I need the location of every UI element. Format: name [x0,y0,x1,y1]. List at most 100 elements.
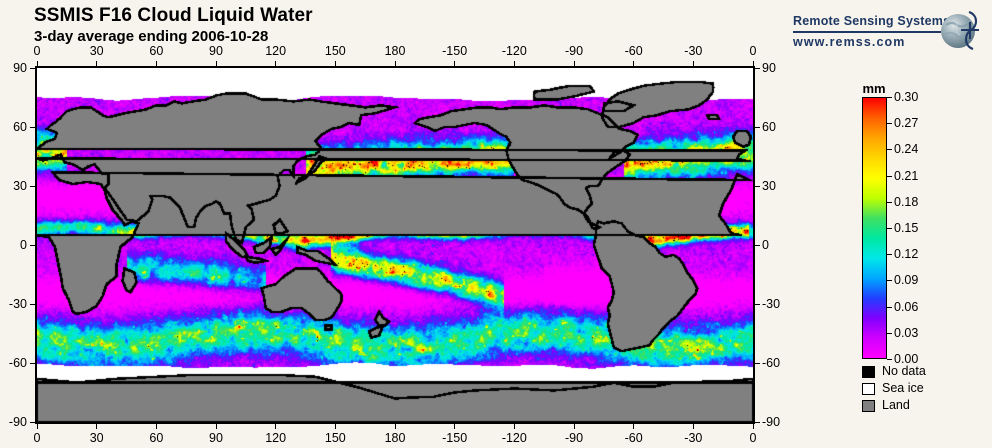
colorbar-tick-label: 0.15 [894,221,919,235]
lon-tick [752,61,754,66]
lon-tick [454,61,456,66]
lon-tick [334,61,336,66]
lat-tick [755,362,760,364]
logo-divider [793,31,941,33]
lon-tick [633,424,635,429]
lon-label-bottom: -60 [624,431,643,445]
legend-swatch [862,366,875,378]
lon-tick [334,424,336,429]
cloud-liquid-water-raster [37,68,753,422]
lat-label-left: 0 [20,238,27,252]
lon-label-top: 90 [209,44,223,58]
lon-label-bottom: 30 [89,431,104,445]
colorbar-tick-label: 0.18 [894,194,919,209]
lat-label-right: -60 [762,356,781,370]
colorbar-tick [887,359,892,360]
colorbar-tick [887,97,892,98]
lon-tick [513,424,515,429]
lon-tick [36,424,38,429]
lon-label-bottom: 90 [209,431,223,445]
lat-tick [30,362,35,364]
lon-tick [215,61,217,66]
lat-tick [30,303,35,305]
legend-swatch [862,400,875,412]
colorbar-tick-label: 0.00 [894,352,919,366]
lon-label-top: -120 [501,44,527,58]
lon-label-bottom: -120 [501,431,527,445]
lat-label-right: 60 [762,120,776,134]
logo-website-url: www.remss.com [793,35,906,49]
rss-logo[interactable]: Remote Sensing Systems www.remss.com [793,10,983,62]
legend-swatch [862,383,875,395]
colorbar-tick [887,149,892,151]
lat-tick [30,421,35,423]
colorbar-tick-label: 0.21 [894,168,919,183]
lon-tick [275,61,277,66]
lat-label-left: 30 [13,179,27,193]
colorbar-tick [887,175,892,177]
lat-tick [755,244,760,246]
lon-label-top: 120 [265,44,287,58]
lat-label-left: -60 [8,356,27,370]
lat-label-right: 30 [762,179,776,193]
colorbar-tick-label: 0.24 [894,142,919,157]
legend-label: Sea ice [882,381,924,395]
lon-label-top: -90 [564,44,584,58]
colorbar-tick-label: 0.03 [894,325,919,340]
lon-tick [36,61,38,66]
lon-label-bottom: 0 [749,431,757,445]
lon-tick [633,61,635,66]
lon-label-top: 60 [149,44,164,58]
lon-label-bottom: -150 [442,431,468,445]
lon-tick [275,424,277,429]
colorbar-tick [887,306,892,308]
colorbar-tick-label: 0.30 [894,90,919,104]
lat-tick [755,126,760,128]
legend-label: Land [882,398,910,412]
colorbar-tick [887,228,892,229]
lat-label-right: 90 [762,61,776,75]
lat-tick [30,244,35,246]
lat-label-left: 90 [13,61,27,75]
lon-label-top: 150 [324,44,346,58]
lat-tick [755,421,760,423]
lon-tick [573,61,575,66]
lon-label-top: 0 [749,44,757,58]
colorbar[interactable] [862,97,887,359]
page-subtitle: 3-day average ending 2006-10-28 [34,28,269,45]
colorbar-tick-label: 0.09 [894,273,919,288]
lon-label-top: -60 [624,44,643,58]
colorbar-tick [887,123,892,125]
lat-label-left: -30 [8,297,27,311]
lat-label-right: -90 [762,415,781,429]
lon-tick [394,61,396,66]
lat-tick [30,185,35,187]
lon-tick [573,424,575,429]
lon-label-bottom: 0 [33,431,41,445]
lon-tick [752,424,754,429]
map-plot-area[interactable] [35,66,755,424]
colorbar-tick [887,254,892,256]
globe-icon [941,11,979,50]
lon-tick [96,424,98,429]
lon-label-bottom: 60 [149,431,164,445]
lon-tick [96,61,98,66]
lon-label-bottom: 180 [384,431,406,445]
lon-label-top: -30 [684,44,703,58]
colorbar-tick [887,201,892,203]
colorbar-unit-label: mm [862,81,886,96]
lon-label-bottom: 150 [324,431,346,445]
lon-label-top: 0 [33,44,41,58]
lat-tick [755,185,760,187]
colorbar-tick [887,280,892,282]
colorbar-tick [887,332,892,334]
lat-tick [755,67,760,69]
lon-label-top: -150 [442,44,468,58]
page-title: SSMIS F16 Cloud Liquid Water [34,5,313,26]
lat-tick [30,126,35,128]
lon-tick [155,424,157,429]
lon-tick [215,424,217,429]
colorbar-tick-label: 0.12 [894,247,919,262]
lon-label-top: 180 [384,44,406,58]
lon-label-bottom: -30 [684,431,703,445]
